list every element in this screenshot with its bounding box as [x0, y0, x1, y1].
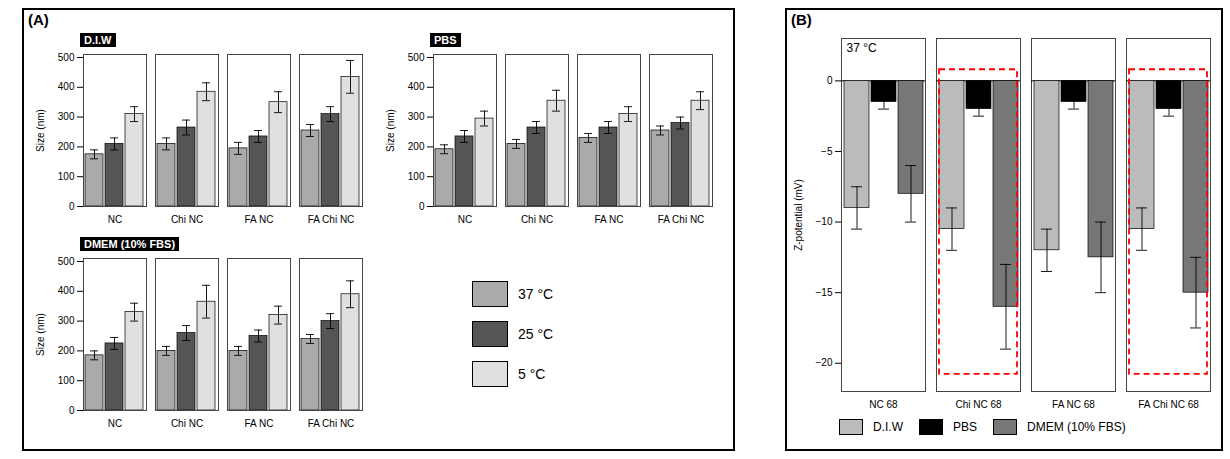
svg-text:−15: −15 [816, 287, 833, 298]
svg-text:Chi NC: Chi NC [171, 418, 203, 429]
html-text:D.I.W: D.I.W [873, 420, 903, 434]
svg-text:400: 400 [58, 81, 75, 92]
svg-text:Chi NC 68: Chi NC 68 [955, 399, 1002, 410]
svg-text:FA NC: FA NC [245, 418, 274, 429]
svg-text:FA Chi NC: FA Chi NC [308, 418, 355, 429]
html-text:(A): (A) [28, 11, 49, 28]
svg-text:200: 200 [58, 345, 75, 356]
html-text:25 °C: 25 °C [518, 326, 554, 342]
svg-text:NC: NC [108, 214, 122, 225]
svg-text:0: 0 [69, 405, 75, 416]
svg-text:FA Chi NC: FA Chi NC [308, 214, 355, 225]
svg-text:Size (nm): Size (nm) [35, 109, 46, 152]
svg-text:NC 68: NC 68 [869, 399, 898, 410]
html-text:DMEM (10% FBS): DMEM (10% FBS) [1027, 420, 1126, 434]
svg-text:Chi NC: Chi NC [171, 214, 203, 225]
svg-text:100: 100 [408, 171, 425, 182]
svg-text:NC: NC [108, 418, 122, 429]
html-text:37 °C: 37 °C [518, 286, 554, 302]
svg-text:FA NC 68: FA NC 68 [1052, 399, 1095, 410]
svg-text:300: 300 [58, 111, 75, 122]
html-text:(B): (B) [791, 11, 812, 28]
html-text:D.I.W: D.I.W [84, 34, 112, 46]
svg-text:400: 400 [58, 285, 75, 296]
svg-text:Size (nm): Size (nm) [35, 313, 46, 356]
svg-text:400: 400 [408, 81, 425, 92]
svg-text:100: 100 [58, 375, 75, 386]
svg-text:0: 0 [69, 201, 75, 212]
svg-text:100: 100 [58, 171, 75, 182]
svg-text:0: 0 [827, 75, 833, 86]
svg-text:300: 300 [408, 111, 425, 122]
svg-text:37 °C: 37 °C [847, 41, 877, 55]
svg-text:Chi NC: Chi NC [521, 214, 553, 225]
svg-text:−10: −10 [816, 216, 833, 227]
svg-text:FA NC: FA NC [595, 214, 624, 225]
svg-text:0: 0 [419, 201, 425, 212]
svg-text:500: 500 [58, 256, 75, 267]
svg-text:300: 300 [58, 315, 75, 326]
svg-text:−20: −20 [816, 357, 833, 368]
svg-text:Z-potential (mV): Z-potential (mV) [793, 179, 804, 251]
svg-text:500: 500 [58, 52, 75, 63]
svg-text:200: 200 [408, 141, 425, 152]
svg-text:−5: −5 [821, 146, 833, 157]
svg-text:200: 200 [58, 141, 75, 152]
svg-text:NC: NC [458, 214, 472, 225]
html-text:DMEM (10% FBS): DMEM (10% FBS) [84, 238, 176, 250]
svg-text:FA Chi NC 68: FA Chi NC 68 [1138, 399, 1199, 410]
html-text:PBS: PBS [953, 420, 977, 434]
html-text:PBS: PBS [434, 34, 457, 46]
svg-text:FA Chi NC: FA Chi NC [658, 214, 705, 225]
html-text:5 °C: 5 °C [518, 366, 546, 382]
svg-text:500: 500 [408, 52, 425, 63]
svg-text:FA NC: FA NC [245, 214, 274, 225]
svg-text:Size (nm): Size (nm) [385, 109, 396, 152]
